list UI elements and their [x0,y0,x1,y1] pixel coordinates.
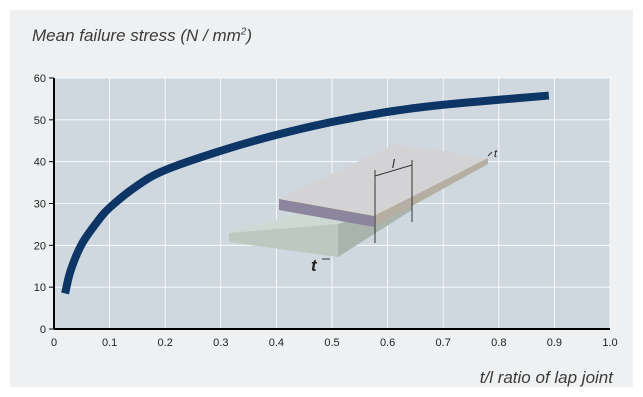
inset-label-l: l [392,157,395,171]
x-tick-label: 0.8 [491,337,506,349]
chart-title: Mean failure stress (N / mm2) [32,26,252,46]
y-tick-label: 40 [34,157,46,169]
x-tick-label: 0.9 [547,337,562,349]
y-tick-label: 10 [34,282,46,294]
y-tick-label: 60 [34,73,46,85]
x-tick-label: 0.6 [380,337,395,349]
y-tick-label: 20 [34,240,46,252]
y-tick-label: 30 [34,199,46,211]
y-tick-label: 50 [34,115,46,127]
x-tick-label: 0 [51,337,57,349]
x-tick-label: 0.5 [324,337,339,349]
x-tick-label: 1.0 [602,337,617,349]
x-tick-label: 0.2 [158,337,173,349]
x-tick-label: 0.3 [213,337,228,349]
x-tick-label: 0.7 [436,337,451,349]
x-axis-title: t/l ratio of lap joint [480,368,613,388]
x-tick-label: 0.4 [269,337,284,349]
x-tick-label: 0.1 [102,337,117,349]
y-tick-label: 0 [40,324,46,336]
